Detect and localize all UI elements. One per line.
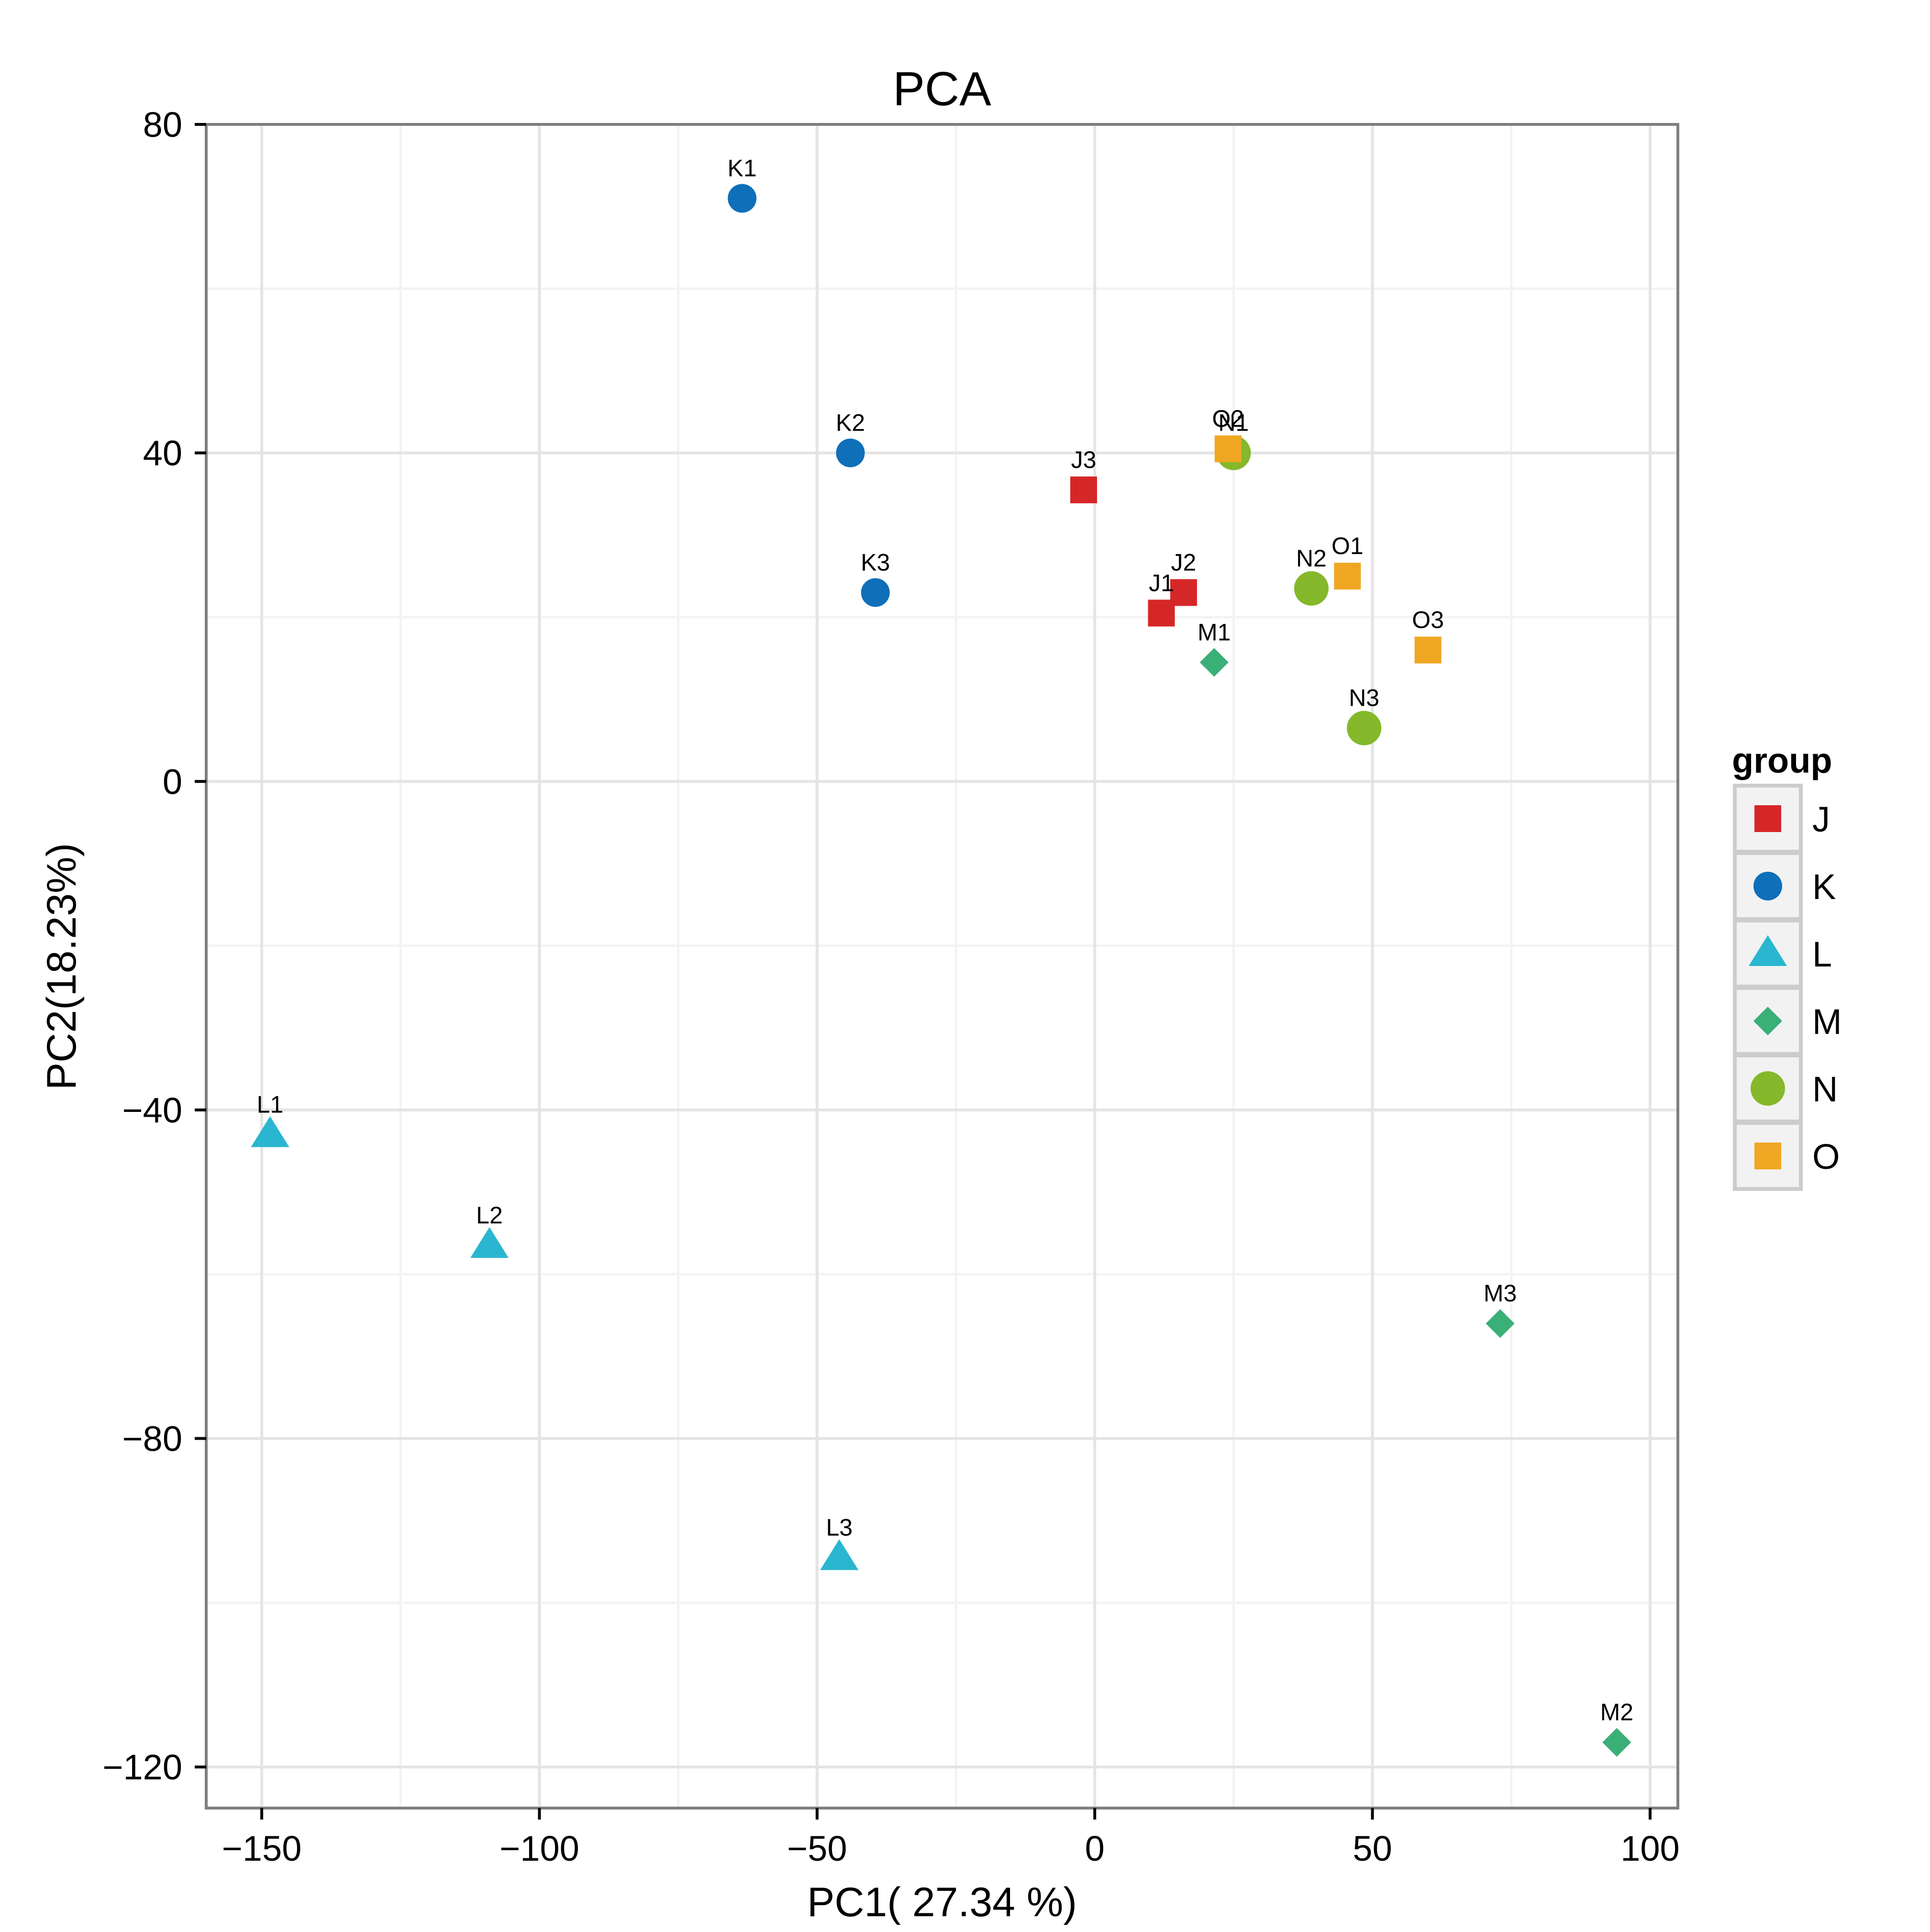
point-l3 [820,1539,859,1570]
legend-symbol-m [1753,1007,1782,1035]
point-label-n2: N2 [1296,545,1327,572]
legend-symbol-n [1751,1071,1785,1106]
point-o3 [1414,636,1442,664]
x-tick-label: 0 [1085,1829,1105,1868]
y-axis-title: PC2(18.23%) [39,843,85,1090]
point-o1 [1334,563,1361,590]
point-label-m1: M1 [1198,619,1231,645]
point-m3 [1486,1309,1515,1338]
axis-ticks [195,123,1652,1820]
point-m2 [1602,1728,1631,1757]
legend-label-j: J [1812,799,1830,839]
point-label-m3: M3 [1484,1280,1517,1307]
point-j3 [1070,476,1097,503]
point-l1 [251,1116,289,1147]
point-l2 [470,1227,509,1258]
x-axis-title: PC1( 27.34 %) [807,1879,1077,1925]
y-tick-label: 80 [143,105,182,144]
legend-label-l: L [1812,934,1832,974]
point-label-l3: L3 [826,1514,853,1541]
legend-label-o: O [1812,1137,1840,1177]
point-k1 [728,184,757,213]
legend-label-n: N [1812,1069,1838,1109]
y-tick-label: 0 [163,762,182,801]
point-label-k3: K3 [861,549,890,576]
legend-symbol-o [1754,1143,1781,1169]
point-label-k1: K1 [728,155,757,181]
point-n3 [1347,711,1382,745]
x-tick-label: −100 [499,1829,579,1868]
x-tick-label: 50 [1353,1829,1392,1868]
plot-panel-border [205,123,1679,1810]
legend-title: group [1732,741,1832,780]
grid-minor [206,124,1678,1808]
axis-tick-labels: −150 −100 −50 0 50 100 −120 −80 −40 0 40 80 [102,105,1679,1868]
x-tick-label: 100 [1620,1829,1679,1868]
x-tick-label: −150 [222,1829,302,1868]
legend-label-k: K [1812,867,1836,907]
point-label-n1: N1 [1218,410,1249,436]
y-tick-label: −40 [122,1090,182,1130]
point-n2 [1294,571,1329,606]
y-tick-label: −120 [102,1747,182,1787]
legend-symbol-k [1753,872,1782,900]
data-points [251,184,1631,1757]
point-label-j3: J3 [1071,446,1097,473]
y-tick-label: −80 [122,1419,182,1459]
point-k3 [861,578,890,607]
y-tick-label: 40 [143,433,182,473]
point-label-l2: L2 [476,1202,503,1229]
point-label-l1: L1 [257,1091,284,1118]
chart-title: PCA [893,62,991,116]
legend-symbol-l [1749,935,1787,966]
point-label-m2: M2 [1600,1699,1633,1726]
legend-symbol-j [1754,805,1781,832]
point-label-o3: O3 [1412,607,1444,633]
point-label-n3: N3 [1349,685,1379,711]
point-k2 [836,438,865,467]
point-label-j1: J1 [1149,569,1174,596]
legend-label-m: M [1812,1002,1842,1042]
x-tick-label: −50 [787,1829,847,1868]
point-label-o2: O2 [1212,405,1244,432]
point-label-j2: J2 [1171,549,1197,576]
point-m1 [1199,648,1229,677]
point-label-k2: K2 [836,410,865,436]
point-o2 [1214,435,1242,463]
point-label-o1: O1 [1331,533,1364,559]
point-j2 [1170,579,1197,606]
